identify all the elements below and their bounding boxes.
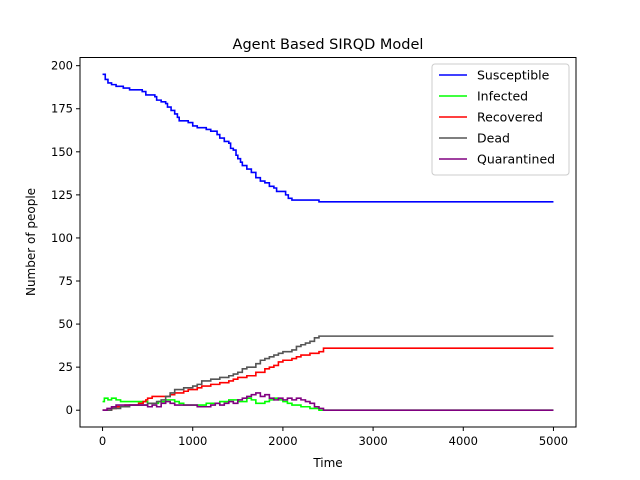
legend-label: Quarantined [477, 152, 555, 167]
y-tick-label: 0 [66, 403, 73, 417]
x-tick-label: 0 [99, 434, 106, 448]
legend: Susceptible Infected Recovered Dead Quaranti… [431, 63, 570, 176]
y-tick-label: 25 [58, 360, 73, 374]
y-tick-label: 200 [51, 59, 73, 73]
y-axis-ticks: 0 25 50 75 100 125 150 175 200 [51, 59, 80, 417]
legend-label: Susceptible [477, 68, 550, 83]
x-axis-ticks: 0 1000 2000 3000 4000 5000 [99, 427, 568, 448]
legend-label: Dead [477, 131, 510, 146]
legend-label: Recovered [477, 110, 543, 125]
legend-box [431, 63, 570, 176]
series-line-recovered [102, 347, 554, 411]
x-tick-label: 2000 [268, 434, 297, 448]
chart-title: Agent Based SIRQD Model [233, 37, 424, 53]
series-group [102, 73, 554, 411]
series-line-infected [102, 397, 554, 411]
x-tick-label: 4000 [449, 434, 478, 448]
plot-frame [79, 57, 577, 428]
y-tick-label: 50 [58, 317, 73, 331]
x-tick-label: 1000 [178, 434, 207, 448]
y-tick-label: 125 [51, 188, 73, 202]
y-tick-label: 175 [51, 102, 73, 116]
series-line-susceptible [102, 73, 554, 203]
y-tick-label: 100 [51, 231, 73, 245]
series-line-dead [102, 335, 554, 411]
y-axis-label: Number of people [24, 188, 38, 296]
x-tick-label: 3000 [358, 434, 387, 448]
x-tick-label: 5000 [539, 434, 568, 448]
y-tick-label: 75 [58, 274, 73, 288]
x-axis-label: Time [312, 456, 342, 470]
y-tick-label: 150 [51, 145, 73, 159]
series-line-quarantined [102, 392, 554, 411]
legend-label: Infected [477, 89, 528, 104]
